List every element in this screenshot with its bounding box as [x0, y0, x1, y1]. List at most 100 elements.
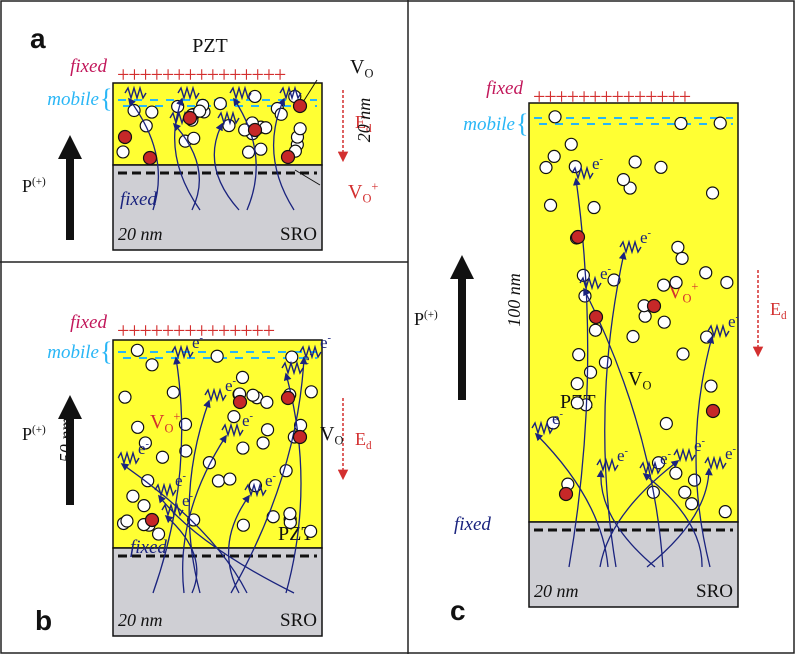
subscript: O: [334, 433, 343, 447]
thickness-label: 20 nm: [354, 98, 374, 143]
base: e: [600, 264, 608, 283]
superscript: -: [233, 376, 237, 387]
oxygen-vacancy: [262, 424, 274, 436]
base: e: [320, 333, 328, 352]
mobile-label: mobile: [47, 342, 99, 363]
oxygen-vacancy: [675, 117, 687, 129]
brace: {: [100, 337, 112, 366]
oxygen-vacancy: [721, 276, 733, 288]
superscript: -: [702, 436, 706, 447]
base: e: [592, 154, 600, 173]
oxygen-vacancy: [655, 161, 667, 173]
base: E: [770, 299, 781, 319]
oxygen-vacancy: [249, 90, 261, 102]
brace: {: [516, 109, 528, 138]
subscript: d: [366, 440, 372, 452]
oxygen-vacancy: [705, 380, 717, 392]
panel-label: b: [35, 605, 52, 636]
base: V: [628, 368, 643, 390]
oxygen-vacancy: [565, 138, 577, 150]
positive-charge-row: ++++++++++++++: [533, 84, 691, 109]
superscript: (+): [32, 176, 46, 188]
thickness-label: 100 nm: [504, 273, 524, 327]
oxygen-vacancy: [629, 156, 641, 168]
fixed-label: fixed: [70, 56, 107, 77]
base: e: [728, 312, 736, 331]
field-label: Ed: [770, 299, 787, 322]
oxygen-vacancy: [146, 106, 158, 118]
subscript: O: [364, 66, 373, 80]
mobile-label: mobile: [47, 89, 99, 110]
superscript: -: [625, 446, 629, 457]
superscript: -: [146, 439, 150, 450]
ionized-vacancy: [282, 151, 295, 164]
ionized-vacancy-label: VO+: [348, 179, 378, 205]
base: V: [348, 181, 363, 203]
oxygen-vacancy: [617, 174, 629, 186]
electron-label: e-: [320, 333, 332, 352]
ionized-vacancy: [234, 396, 247, 409]
oxygen-vacancy: [131, 344, 143, 356]
ionized-vacancy: [294, 431, 307, 444]
subscript: O: [642, 378, 651, 392]
oxygen-vacancy: [212, 475, 224, 487]
oxygen-vacancy: [188, 132, 200, 144]
oxygen-vacancy: [167, 386, 179, 398]
oxygen-vacancy: [714, 117, 726, 129]
brace: {: [100, 84, 112, 113]
oxygen-vacancy: [224, 473, 236, 485]
field-label: Ed: [355, 429, 372, 452]
thickness-label: 50 nm: [56, 418, 76, 463]
oxygen-vacancy: [146, 359, 158, 371]
oxygen-vacancy: [255, 143, 267, 155]
oxygen-vacancy: [676, 252, 688, 264]
subscript: d: [781, 310, 787, 322]
ionized-vacancy: [144, 152, 157, 165]
superscript: -: [560, 409, 564, 420]
ionized-vacancy: [249, 124, 262, 137]
oxygen-vacancy: [156, 451, 168, 463]
oxygen-vacancy: [237, 519, 249, 531]
oxygen-vacancy: [119, 391, 131, 403]
electrode-label: SRO: [280, 224, 317, 245]
oxygen-vacancy: [689, 474, 701, 486]
polarization-arrowhead: [58, 395, 82, 419]
oxygen-vacancy: [589, 324, 601, 336]
oxygen-vacancy: [719, 506, 731, 518]
superscript: -: [668, 449, 672, 460]
oxygen-vacancy: [679, 486, 691, 498]
oxygen-vacancy: [214, 98, 226, 110]
oxygen-vacancy: [243, 146, 255, 158]
oxygen-vacancy: [117, 146, 129, 158]
base: e: [725, 444, 733, 463]
oxygen-vacancy: [284, 508, 296, 520]
electrode-thickness: 20 nm: [534, 581, 579, 601]
oxygen-vacancy: [294, 123, 306, 135]
oxygen-vacancy: [257, 437, 269, 449]
ionized-vacancy: [119, 131, 132, 144]
ionized-vacancy: [707, 405, 720, 418]
superscript: -: [608, 264, 612, 275]
oxygen-vacancy: [247, 389, 259, 401]
base: e: [182, 491, 190, 510]
electrode-thickness: 20 nm: [118, 610, 163, 630]
oxygen-vacancy: [707, 187, 719, 199]
oxygen-vacancy: [571, 378, 583, 390]
subscript: O: [362, 191, 371, 205]
superscript: -: [733, 444, 737, 455]
oxygen-vacancy: [599, 356, 611, 368]
polarization-arrowhead: [58, 135, 82, 159]
panel-label: c: [450, 595, 466, 626]
subscript: O: [682, 291, 691, 305]
base: e: [640, 228, 648, 247]
superscript: -: [250, 411, 254, 422]
oxygen-vacancy: [305, 386, 317, 398]
oxygen-vacancy: [658, 279, 670, 291]
oxygen-vacancy: [700, 267, 712, 279]
base: e: [242, 411, 250, 430]
oxygen-vacancy: [237, 371, 249, 383]
ionized-vacancy: [560, 488, 573, 501]
superscript: +: [173, 409, 180, 423]
superscript: (+): [424, 309, 438, 321]
superscript: -: [736, 312, 740, 323]
